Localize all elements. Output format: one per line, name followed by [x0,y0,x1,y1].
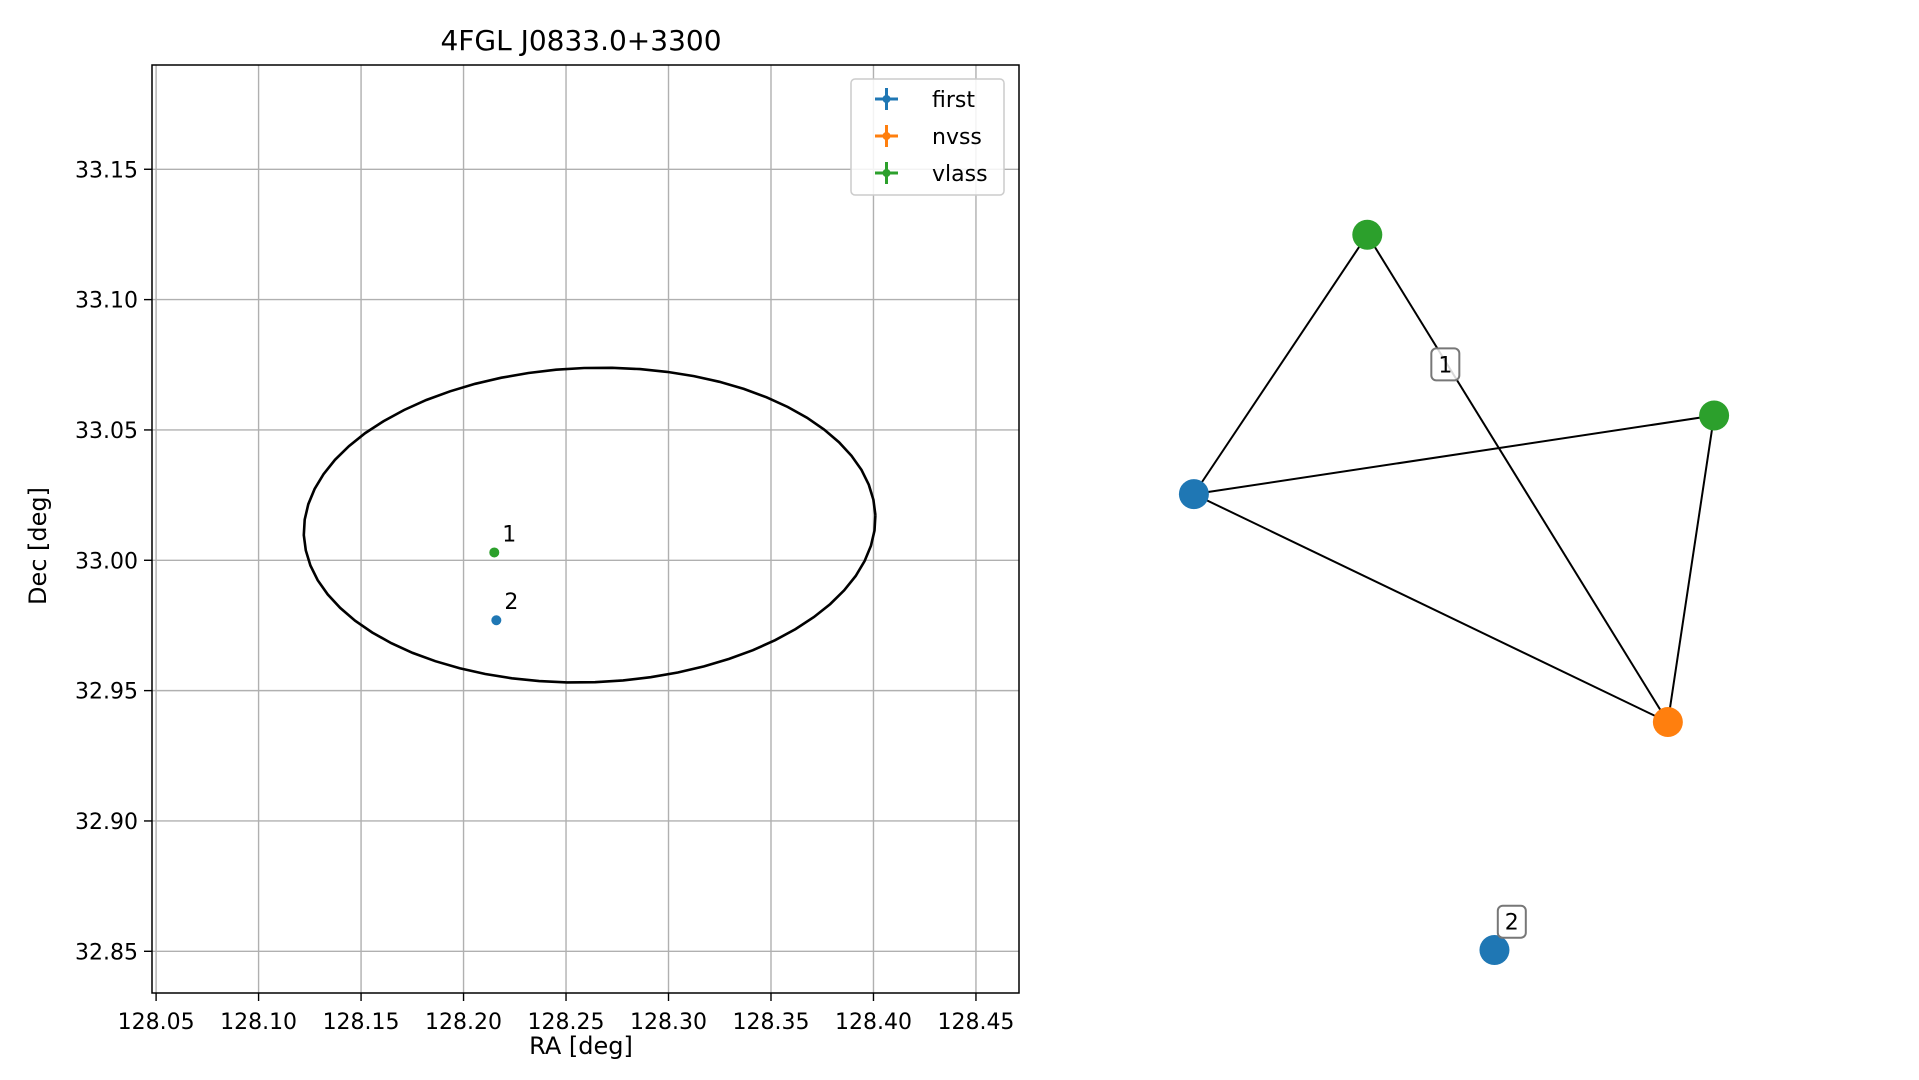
network-label-2: 2 [1496,904,1527,939]
x-tick-label: 128.30 [630,1010,707,1035]
network-edges [1193,234,1716,723]
y-tick-label: 33.10 [75,289,138,314]
label-text: 1 [1438,353,1452,378]
legend-item-nvss: nvss [875,125,982,150]
x-axis-ticks: 128.05 128.10 128.15 128.20 128.25 128.30 128.… [118,993,1014,1035]
x-tick-label: 128.15 [323,1010,400,1035]
y-tick-label: 32.90 [75,810,138,835]
edge-c-d [1666,415,1716,723]
network-node-e [1479,935,1510,965]
network-diagram: 12 [1178,219,1730,965]
legend-item-first: first [875,88,975,113]
label-text: 2 [1505,911,1519,936]
legend: first nvss vlass [850,78,1005,196]
y-tick-label: 33.00 [75,549,138,574]
data-point-2 [491,615,502,626]
x-tick-label: 128.05 [118,1010,195,1035]
legend-marker-dot [882,132,891,140]
label-box [1496,904,1527,939]
x-tick-label: 128.20 [425,1010,502,1035]
edge-a-d [1193,493,1669,723]
label-box [1430,347,1461,382]
x-tick-label: 128.10 [220,1010,297,1035]
network-node-a [1178,479,1209,510]
data-points: 12 [489,522,518,626]
legend-item-vlass: vlass [875,162,988,187]
x-tick-label: 128.25 [528,1010,605,1035]
legend-label-vlass: vlass [932,162,988,187]
legend-marker-dot [882,169,891,177]
network-nodes [1178,219,1730,965]
network-node-c [1699,400,1730,431]
y-axis-label: Dec [deg] [24,487,52,605]
point-label-1: 1 [502,522,516,547]
y-tick-label: 33.15 [75,158,138,183]
y-tick-label: 32.95 [75,680,138,705]
network-node-b [1352,219,1383,250]
edge-a-c [1193,414,1715,496]
chart-title: 4FGL J0833.0+3300 [440,24,721,57]
legend-label-nvss: nvss [932,125,982,150]
network-labels: 12 [1430,347,1527,939]
x-tick-label: 128.45 [937,1010,1014,1035]
x-tick-label: 128.35 [733,1010,810,1035]
x-axis-label: RA [deg] [529,1032,633,1060]
horizontal-gridlines [152,168,1019,952]
legend-label-first: first [932,88,975,113]
legend-items: first nvss vlass [875,88,988,187]
y-axis-ticks: 32.85 32.90 32.95 33.00 33.05 33.10 33.15 [75,158,152,965]
y-tick-label: 32.85 [75,940,138,965]
point-label-2: 2 [504,590,518,615]
scatter-chart: 12 128.05 128.10 128.15 128.20 128.25 128.30 1… [24,24,1020,1060]
y-tick-label: 33.05 [75,419,138,444]
data-point-1 [489,547,500,558]
x-tick-label: 128.40 [835,1010,912,1035]
legend-marker-dot [882,95,891,103]
edge-b-d [1366,234,1669,723]
legend-box [850,78,1005,196]
axes-frame [151,64,1020,994]
network-node-d [1652,707,1683,738]
edge-a-b [1193,234,1369,495]
localization-ellipse [302,366,877,684]
network-label-1: 1 [1430,347,1461,382]
vertical-gridlines [155,65,977,993]
